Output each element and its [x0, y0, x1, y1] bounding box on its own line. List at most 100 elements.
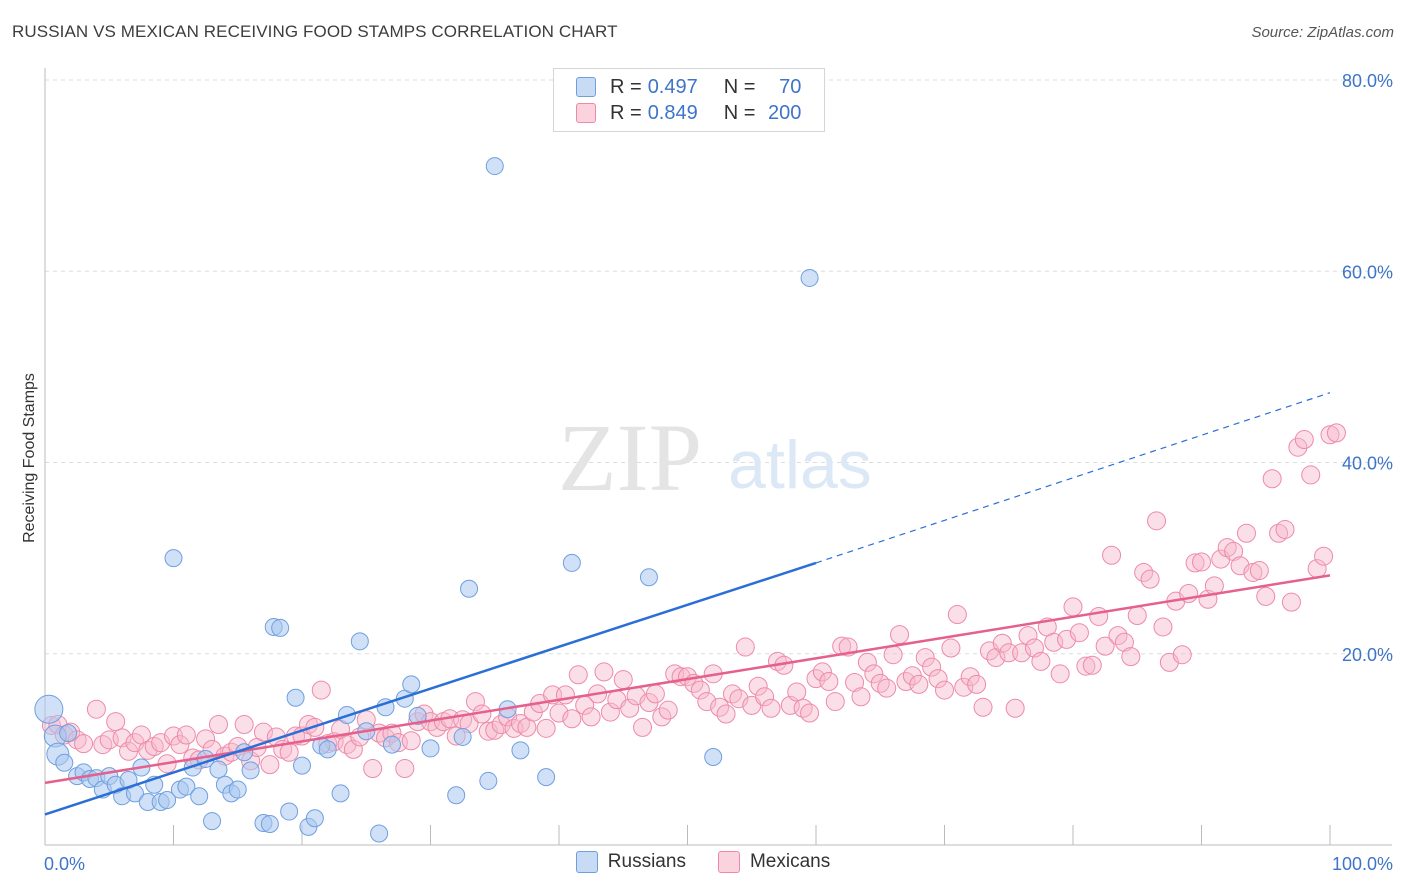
legend-row-mexicans: R = 0.849 N = 200 — [576, 100, 801, 126]
mexicans-point — [1243, 562, 1263, 582]
mexicans-point — [549, 703, 569, 723]
mexicans-point — [1069, 623, 1089, 643]
mexicans-point — [1314, 546, 1334, 566]
mexicans-point — [1281, 592, 1301, 612]
mexicans-point — [883, 645, 903, 665]
watermark-atlas: atlas — [728, 427, 872, 503]
y-tick-label: 80.0% — [1342, 71, 1393, 91]
mexicans-point — [1050, 664, 1070, 684]
stats-legend: R = 0.497 N = 70 R = 0.849 N = 200 — [553, 68, 825, 132]
mexicans-point — [465, 692, 485, 712]
mexicans-point — [1301, 465, 1321, 485]
mexicans-point — [1121, 647, 1141, 667]
mexicans-point — [690, 680, 710, 700]
mexicans-point — [234, 715, 254, 735]
russians-point — [59, 724, 78, 743]
russians-point — [453, 727, 472, 746]
mexicans-point — [986, 648, 1006, 668]
russians-point — [447, 786, 466, 805]
russians-point — [639, 568, 658, 587]
mexicans-point — [1114, 632, 1134, 652]
russians-point — [704, 748, 723, 767]
mexicans-point — [922, 657, 942, 677]
mexicans-point — [1224, 541, 1244, 561]
russians-point — [800, 268, 819, 287]
mexicans-point — [992, 633, 1012, 653]
mexicans-trend-line — [44, 574, 1331, 785]
russians-trend-extension — [815, 392, 1331, 564]
legend-swatch-mexicans — [717, 851, 740, 873]
mexicans-point — [279, 742, 299, 762]
mexicans-point — [196, 729, 216, 749]
russians-point — [511, 741, 530, 760]
mexicans-point — [877, 678, 897, 698]
legend-n-label: N = — [723, 75, 756, 98]
mexicans-point — [748, 676, 768, 696]
russians-point — [55, 753, 74, 772]
mexicans-point — [755, 687, 775, 707]
mexicans-point — [311, 680, 331, 700]
mexicans-point — [735, 637, 755, 657]
mexicans-point — [176, 725, 196, 745]
chart-title: RUSSIAN VS MEXICAN RECEIVING FOOD STAMPS… — [12, 22, 618, 41]
y-tick-label: 60.0% — [1342, 262, 1393, 282]
legend-item-mexicans[interactable]: Mexicans — [717, 851, 831, 873]
russians-point — [331, 784, 350, 803]
mexicans-point — [973, 697, 993, 717]
x-tick-label: 0.0% — [44, 854, 85, 874]
russians-point — [382, 735, 401, 754]
mexicans-point — [1102, 545, 1122, 565]
russians-point — [305, 809, 324, 828]
mexicans-point — [1153, 617, 1173, 637]
russians-trend-line — [44, 561, 817, 816]
russians-point — [286, 688, 305, 707]
mexicans-point — [562, 709, 582, 729]
russians-point — [260, 814, 279, 833]
russians-point — [460, 579, 479, 598]
mexicans-point — [1192, 552, 1211, 572]
mexicans-point — [1018, 626, 1038, 646]
mexicans-point — [787, 682, 807, 702]
mexicans-point — [594, 662, 614, 682]
mexicans-point — [1172, 645, 1192, 665]
mexicans-point — [253, 722, 273, 742]
mexicans-point — [1089, 606, 1109, 626]
russians-point — [485, 157, 504, 176]
russians-points — [34, 157, 819, 843]
mexicans-point — [633, 717, 653, 737]
legend-n-value: 200 — [768, 101, 802, 124]
mexicans-point — [1236, 523, 1256, 543]
legend-label-mexicans: Mexicans — [749, 851, 831, 872]
mexicans-point — [1320, 425, 1340, 445]
legend-item-russians[interactable]: Russians — [575, 851, 686, 873]
mexicans-point — [1256, 586, 1276, 606]
mexicans-point — [86, 699, 106, 719]
legend-n-value: 70 — [779, 75, 802, 98]
mexicans-point — [909, 674, 929, 694]
axes — [44, 68, 1392, 846]
mexicans-point — [890, 625, 910, 645]
mexicans-point — [960, 667, 980, 687]
mexicans-point — [343, 739, 363, 759]
mexicans-point — [915, 648, 935, 668]
mexicans-point — [851, 687, 871, 707]
mexicans-point — [761, 698, 781, 718]
russians-point — [190, 787, 209, 806]
mexicans-point — [600, 702, 620, 722]
mexicans-point — [1012, 643, 1032, 663]
mexicans-point — [1082, 655, 1102, 675]
mexicans-point — [363, 759, 383, 778]
legend-r-label: R = — [610, 101, 642, 124]
russians-point — [562, 553, 581, 572]
legend-swatch-russians — [576, 77, 596, 97]
mexicans-point — [1127, 606, 1147, 625]
mexicans-point — [716, 704, 736, 724]
russians-point — [228, 780, 247, 799]
trend-lines — [44, 392, 1331, 816]
russians-point — [370, 824, 389, 843]
mexicans-point — [1044, 632, 1064, 652]
y-tick-label: 40.0% — [1342, 454, 1393, 474]
mexicans-point — [928, 669, 948, 689]
mexicans-point — [967, 674, 987, 694]
mexicans-point — [1147, 511, 1167, 531]
